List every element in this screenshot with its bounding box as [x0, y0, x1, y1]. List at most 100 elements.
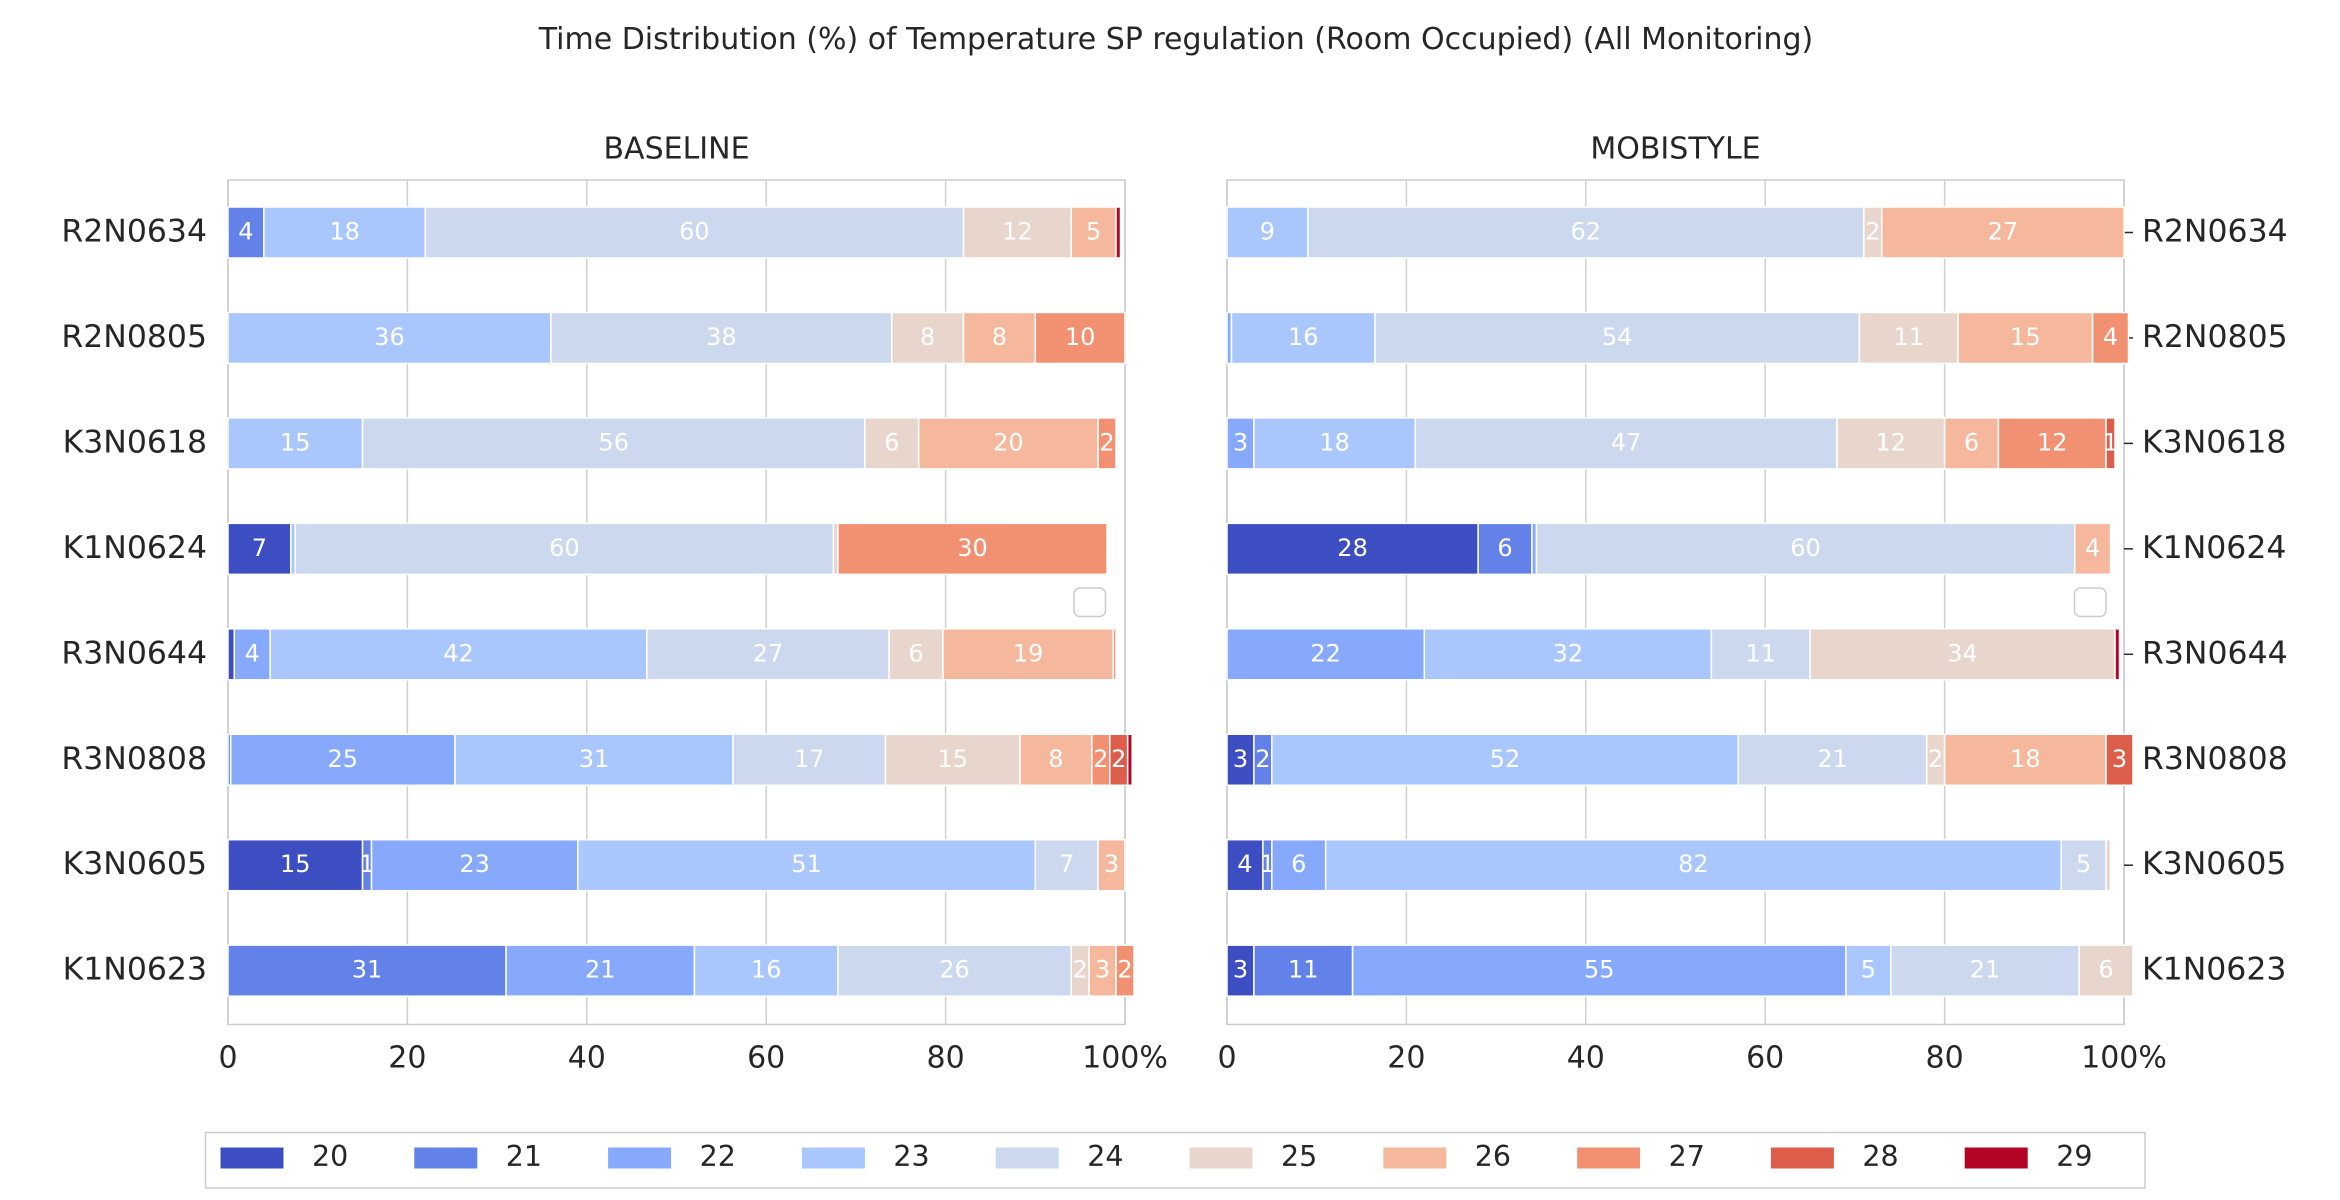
bar-segment — [227, 628, 236, 681]
value-label: 4 — [1237, 850, 1252, 878]
value-label: 18 — [1319, 428, 1350, 456]
bar-segment — [1019, 733, 1093, 786]
bar-segment — [1115, 206, 1122, 259]
bar-segment — [917, 417, 1099, 470]
bar-segment — [1253, 944, 1354, 997]
value-label: 60 — [1790, 534, 1821, 562]
bar-segment — [1881, 206, 2125, 259]
bar-segment — [2105, 417, 2116, 470]
bar-segment — [1070, 206, 1117, 259]
value-label: 51 — [791, 850, 822, 878]
bar-segment — [884, 733, 1021, 786]
y-tick-label: K1N0624 — [63, 530, 207, 566]
bar-segment — [864, 417, 920, 470]
value-label: 60 — [549, 534, 580, 562]
bar-segment — [269, 628, 648, 681]
value-label: 6 — [884, 428, 899, 456]
value-label: 8 — [992, 323, 1007, 351]
y-tick-label: R2N0634 — [61, 214, 207, 250]
value-label: 26 — [939, 956, 970, 984]
bar-segment — [2091, 311, 2130, 365]
axes-frame — [227, 179, 1126, 1026]
bar-segment — [227, 522, 292, 576]
y-tick-label: R3N0808 — [61, 741, 207, 777]
value-label: 2 — [1099, 428, 1114, 456]
y-tick-label: K3N0605 — [63, 846, 207, 882]
bar-segment — [942, 628, 1115, 681]
x-tick-label: 100% — [1082, 1041, 1168, 1076]
bar-segment — [1088, 944, 1117, 997]
value-label: 47 — [1611, 428, 1642, 456]
bar-segment — [229, 733, 456, 786]
bar-segment — [1226, 206, 1309, 259]
value-label: 2 — [1111, 745, 1126, 773]
value-label: 3 — [1095, 956, 1110, 984]
value-label: 3 — [1233, 428, 1248, 456]
x-tick-label: 100% — [2081, 1041, 2167, 1076]
x-tick-label: 0 — [218, 1041, 237, 1076]
value-label: 9 — [1260, 218, 1275, 246]
value-label: 6 — [1291, 850, 1306, 878]
axes-frame — [1226, 179, 2125, 1026]
bar-segment — [1477, 522, 1533, 576]
bar-segment — [227, 417, 364, 470]
y-tick-label: K3N0618 — [2142, 424, 2286, 460]
legend-label: 28 — [1862, 1140, 1898, 1173]
bar-segment — [837, 944, 1072, 997]
value-label: 16 — [751, 956, 782, 984]
legend-swatch — [1383, 1147, 1447, 1169]
value-label: 16 — [1288, 323, 1319, 351]
value-label: 27 — [1988, 218, 2019, 246]
value-label: 18 — [2010, 745, 2041, 773]
legend-label: 25 — [1281, 1140, 1317, 1173]
value-label: 3 — [2112, 745, 2127, 773]
y-tick-label: R3N0808 — [2142, 741, 2288, 777]
bar-segment — [962, 311, 1037, 365]
bar-segment — [1126, 733, 1133, 786]
x-tick-label: 80 — [1926, 1041, 1964, 1076]
legend-swatch — [414, 1147, 478, 1169]
bar-segment — [454, 733, 734, 786]
bar-segment — [1271, 733, 1740, 786]
bar-segment — [646, 628, 890, 681]
value-label: 32 — [1553, 639, 1584, 667]
bar-segment — [370, 838, 579, 892]
value-label: 4 — [2103, 323, 2118, 351]
value-label: 25 — [328, 745, 359, 773]
bar-segment — [1253, 417, 1417, 470]
value-label: 2 — [1928, 745, 1943, 773]
legend-label: 27 — [1669, 1140, 1705, 1173]
value-label: 52 — [1490, 745, 1521, 773]
value-label: 19 — [1013, 639, 1044, 667]
bar-segment — [1271, 838, 1327, 892]
value-label: 18 — [329, 218, 360, 246]
value-label: 11 — [1893, 323, 1924, 351]
value-label: 17 — [794, 745, 825, 773]
legend-swatch — [1770, 1147, 1834, 1169]
legend-swatch — [801, 1147, 865, 1169]
value-label: 21 — [1817, 745, 1848, 773]
value-label: 5 — [2076, 850, 2091, 878]
figure-title: Time Distribution (%) of Temperature SP … — [538, 22, 1814, 57]
bar-segment — [2105, 838, 2112, 892]
bar-segment — [227, 838, 364, 892]
value-label: 21 — [585, 956, 616, 984]
bar-segment — [1858, 311, 1959, 365]
bar-segment — [1112, 628, 1117, 681]
y-tick-label: K1N0624 — [2142, 530, 2286, 566]
bar-segment — [424, 206, 965, 259]
bar-segment — [1836, 417, 1946, 470]
value-label: 12 — [1876, 428, 1907, 456]
value-label: 4 — [245, 639, 260, 667]
bar-segment — [1226, 628, 1426, 681]
subplot-title: MOBISTYLE — [1590, 132, 1760, 167]
value-label: 4 — [238, 218, 253, 246]
value-label: 2 — [1117, 956, 1132, 984]
value-label: 82 — [1678, 850, 1709, 878]
bar-segment — [1226, 944, 1255, 997]
empty-legend-box — [2073, 587, 2107, 618]
value-label: 27 — [753, 639, 784, 667]
legend-swatch — [608, 1147, 672, 1169]
bar-segment — [1957, 311, 2094, 365]
value-label: 31 — [579, 745, 610, 773]
